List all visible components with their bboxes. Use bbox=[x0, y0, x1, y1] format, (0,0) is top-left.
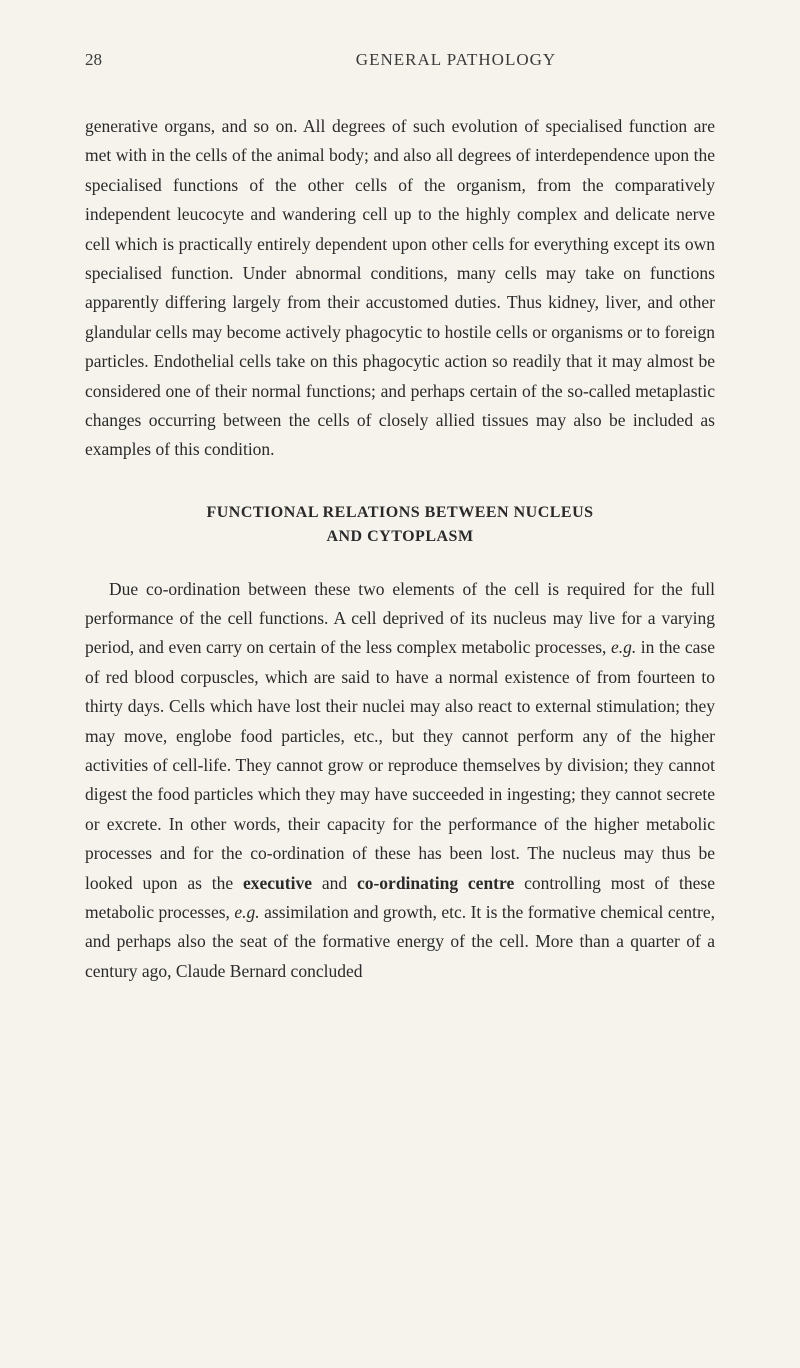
running-title: GENERAL PATHOLOGY bbox=[356, 50, 556, 70]
heading-line-2: AND CYTOPLASM bbox=[85, 525, 715, 549]
p2-eg-1: e.g. bbox=[611, 637, 636, 657]
p2-text-2: in the case of red blood corpuscles, whi… bbox=[85, 637, 715, 892]
p2-eg-2: e.g. bbox=[234, 902, 259, 922]
section-heading: FUNCTIONAL RELATIONS BETWEEN NUCLEUS AND… bbox=[85, 501, 715, 549]
page-number: 28 bbox=[85, 50, 102, 70]
p2-text-3: and bbox=[312, 873, 357, 893]
page-header: 28 GENERAL PATHOLOGY bbox=[85, 50, 715, 70]
paragraph-1: generative organs, and so on. All degree… bbox=[85, 112, 715, 465]
paragraph-2: Due co-ordination between these two elem… bbox=[85, 575, 715, 986]
heading-line-1: FUNCTIONAL RELATIONS BETWEEN NUCLEUS bbox=[85, 501, 715, 525]
p2-coordinating: co-ordinating centre bbox=[357, 873, 514, 893]
p2-executive: executive bbox=[243, 873, 312, 893]
paragraph-1-text: generative organs, and so on. All degree… bbox=[85, 116, 715, 459]
